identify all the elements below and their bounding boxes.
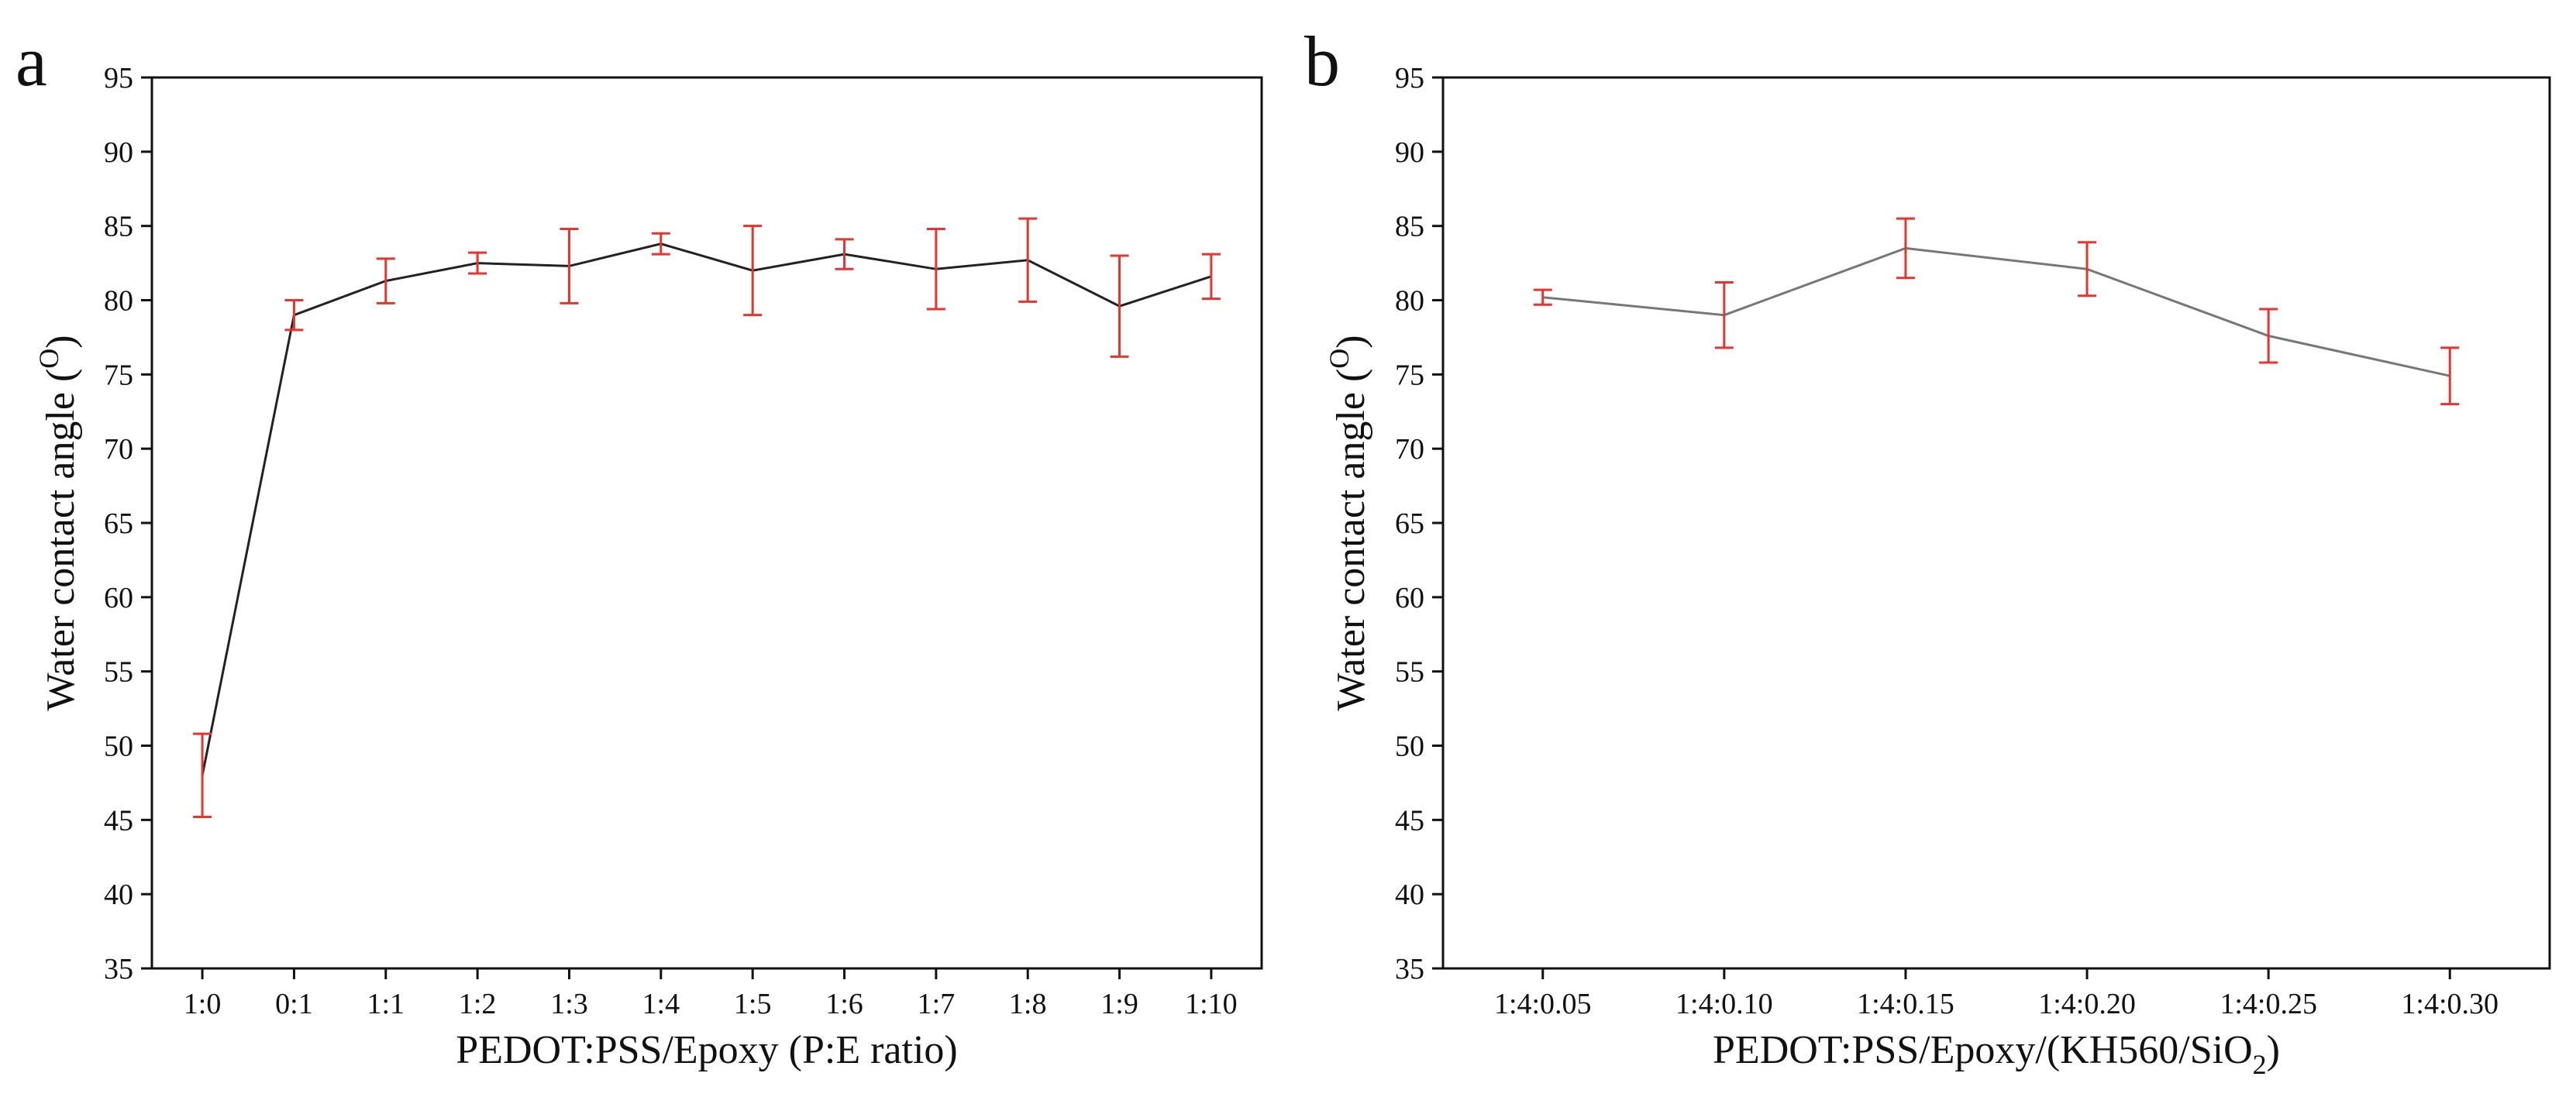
- panel-a-y-axis-label-unit: O: [33, 349, 64, 369]
- panel-b-y-tick-label: 60: [1395, 582, 1424, 614]
- panel-b-y-tick-label: 75: [1395, 359, 1424, 391]
- panel-a-x-axis-label: PEDOT:PSS/Epoxy (P:E ratio): [456, 1028, 957, 1072]
- panel-a-x-axis-label-text: PEDOT:PSS/Epoxy (P:E ratio): [456, 1028, 957, 1072]
- panel-b-label: b: [1304, 22, 1340, 101]
- panel-a-x-tick-label: 0:1: [275, 988, 313, 1020]
- panel-a-y-tick-label: 80: [104, 285, 133, 318]
- panel-a-x-tick-label: 1:4: [642, 988, 680, 1020]
- panel-a-y-axis-label: Water contact angle (O): [33, 335, 83, 710]
- panel-b-y-tick-label: 40: [1395, 879, 1424, 911]
- panel-b-y-tick-label: 95: [1395, 62, 1424, 95]
- panel-b-y-axis-label-text: Water contact angle (: [1329, 369, 1373, 711]
- panel-b-y-axis-label: Water contact angle (O): [1324, 335, 1373, 710]
- panel-a-y-axis-label-close: ): [39, 335, 83, 348]
- panel-a-x-tick-label: 1:8: [1009, 988, 1047, 1020]
- panel-b-y-tick-label: 50: [1395, 731, 1424, 763]
- panel-a-x-tick-label: 1:10: [1185, 988, 1238, 1020]
- panel-b-y-tick-label: 45: [1395, 804, 1424, 837]
- panel-a-y-tick-label: 70: [104, 433, 133, 466]
- panel-b-y-tick-label: 80: [1395, 285, 1424, 318]
- panel-a-y-tick-label: 45: [104, 804, 133, 837]
- panel-b-y-tick-label: 70: [1395, 433, 1424, 466]
- panel-b-y-axis-label-unit: O: [1324, 349, 1355, 369]
- panel-a-y-tick-label: 40: [104, 879, 133, 911]
- panel-b-y-tick-label: 65: [1395, 507, 1424, 540]
- panel-a-y-tick-label: 35: [104, 953, 133, 985]
- panel-a-y-tick-label: 60: [104, 582, 133, 614]
- panel-b-x-tick-label: 1:4:0.05: [1494, 988, 1592, 1020]
- panel-b-x-axis-label: PEDOT:PSS/Epoxy/(KH560/SiO2): [1713, 1028, 2280, 1080]
- panel-b-y-axis-label-close: ): [1329, 335, 1373, 348]
- panel-a-x-tick-label: 1:3: [550, 988, 588, 1020]
- panel-b-y-tick-label: 55: [1395, 656, 1424, 689]
- panel-b-x-axis-label-sub: 2: [2253, 1049, 2267, 1080]
- panel-b-x-axis-label-text: PEDOT:PSS/Epoxy/(KH560/SiO: [1713, 1028, 2253, 1072]
- panel-a-y-tick-label: 75: [104, 359, 133, 391]
- panel-a-label: a: [15, 22, 47, 101]
- panel-b-y-tick-label: 35: [1395, 953, 1424, 985]
- panel-b-y-tick-label: 90: [1395, 136, 1424, 169]
- panel-a-x-tick-label: 1:0: [184, 988, 222, 1020]
- panel-a-y-tick-label: 90: [104, 136, 133, 169]
- panel-a-x-tick-label: 1:1: [367, 988, 405, 1020]
- panel-b-x-tick-label: 1:4:0.10: [1675, 988, 1773, 1020]
- panel-a-y-tick-label: 95: [104, 62, 133, 95]
- panel-b-x-axis-label-close: ): [2267, 1028, 2280, 1072]
- panel-a-y-axis-label-text: Water contact angle (: [39, 369, 83, 711]
- panel-a-x-tick-label: 1:5: [734, 988, 772, 1020]
- panel-a-y-tick-label: 65: [104, 507, 133, 540]
- panel-b-y-tick-label: 85: [1395, 211, 1424, 243]
- panel-a-x-tick-label: 1:7: [918, 988, 956, 1020]
- panel-a-x-tick-label: 1:6: [825, 988, 863, 1020]
- panel-a-y-tick-label: 85: [104, 211, 133, 243]
- panel-b-x-tick-label: 1:4:0.30: [2401, 988, 2499, 1020]
- panel-a-x-tick-label: 1:9: [1100, 988, 1138, 1020]
- panel-a-x-tick-label: 1:2: [459, 988, 497, 1020]
- panel-b-x-tick-label: 1:4:0.15: [1857, 988, 1954, 1020]
- panel-a-y-tick-label: 50: [104, 731, 133, 763]
- panel-b-x-tick-label: 1:4:0.20: [2038, 988, 2136, 1020]
- panel-a-y-tick-label: 55: [104, 656, 133, 689]
- panel-b-x-tick-label: 1:4:0.25: [2220, 988, 2317, 1020]
